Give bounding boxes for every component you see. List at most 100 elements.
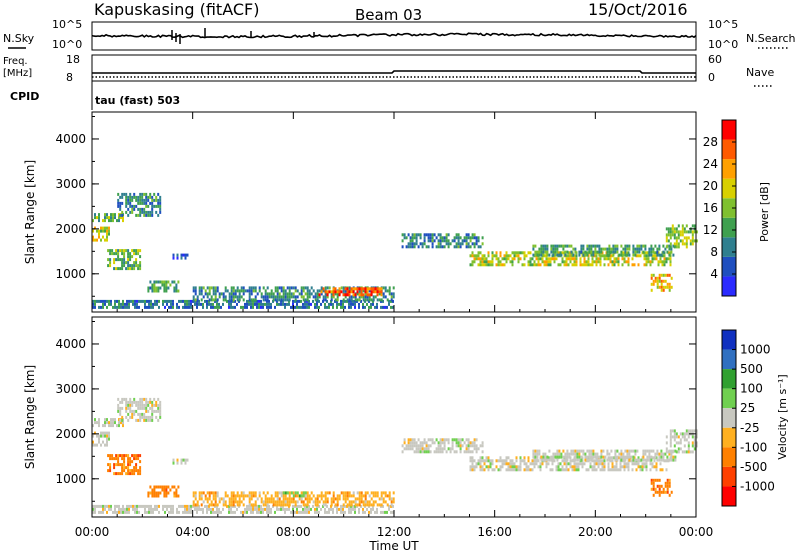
velocity-cell (210, 491, 213, 495)
power-cell (198, 286, 201, 290)
power-cell (214, 298, 217, 302)
power-cell (145, 210, 148, 214)
velocity-cell (98, 418, 100, 422)
power-cell (556, 247, 559, 251)
power-cell (274, 289, 277, 293)
velocity-cell (186, 510, 188, 514)
velocity-cell (471, 468, 474, 472)
velocity-cell (165, 485, 168, 489)
power-cell (155, 280, 158, 284)
velocity-cell (611, 456, 614, 460)
velocity-cell (100, 510, 102, 514)
velocity-cell (415, 447, 418, 451)
power-cell (409, 245, 412, 249)
power-cell (642, 244, 645, 248)
velocity-cell (242, 491, 245, 495)
velocity-cell (354, 507, 356, 511)
velocity-cell (376, 491, 379, 495)
power-cell (487, 254, 490, 258)
nave-tick-top: 60 (708, 53, 722, 66)
velocity-cell (558, 455, 561, 459)
power-cell (421, 242, 424, 246)
velocity-cell (115, 454, 118, 458)
velocity-cell (451, 447, 454, 451)
velocity-cell (658, 452, 661, 456)
power-cell (324, 290, 327, 294)
power-cell (208, 286, 211, 290)
power-cell (668, 273, 671, 277)
velocity-cell (633, 462, 636, 466)
velocity-cell (104, 421, 106, 425)
velocity-cell (176, 458, 179, 462)
power-cell (143, 198, 146, 202)
power-cell (358, 298, 361, 302)
velocity-cell (258, 494, 261, 498)
velocity-cell (417, 444, 420, 448)
power-cell (610, 250, 613, 254)
power-cell (336, 290, 339, 294)
velocity-cell (100, 443, 102, 447)
power-cell (681, 242, 684, 246)
power-cell (599, 257, 602, 261)
power-cell (166, 299, 168, 303)
power-cell (579, 257, 582, 261)
velocity-cell (131, 400, 134, 404)
power-cell (392, 286, 395, 290)
power-cell (230, 286, 233, 290)
power-cell (194, 302, 196, 306)
power-cell (324, 292, 327, 296)
power-cell (264, 292, 267, 296)
power-cell (658, 276, 661, 280)
velocity-cell (157, 485, 160, 489)
power-cell (435, 245, 438, 249)
velocity-cell (121, 418, 124, 422)
power-cell (294, 286, 297, 290)
velocity-cell (155, 494, 158, 498)
power-cell (370, 293, 373, 297)
power-cell (135, 252, 138, 256)
velocity-cell (409, 438, 412, 442)
power-cell (171, 280, 174, 284)
velocity-cell (238, 494, 241, 498)
velocity-cell (423, 441, 426, 445)
power-cell (535, 257, 538, 261)
power-cell (376, 302, 378, 306)
power-cell (582, 247, 585, 251)
power-cell (116, 299, 118, 303)
velocity-cell (527, 465, 530, 469)
power-cell (108, 219, 110, 223)
power-cell (545, 257, 548, 261)
velocity-cell (670, 490, 673, 494)
velocity-cell (501, 462, 504, 466)
velocity-cell (658, 493, 661, 497)
power-cell (614, 244, 617, 248)
power-cell (127, 264, 130, 268)
velocity-cell (576, 455, 579, 459)
power-cell (322, 289, 325, 293)
power-cell (192, 298, 195, 302)
power-cell (590, 250, 593, 254)
power-cell (658, 285, 661, 289)
velocity-cell (553, 459, 556, 463)
power-cell (252, 286, 255, 290)
power-cell (246, 302, 248, 306)
velocity-cell (519, 465, 522, 469)
velocity-cell (320, 494, 323, 498)
velocity-cell (683, 444, 686, 448)
velocity-cell (540, 458, 543, 462)
power-cell (431, 239, 434, 243)
velocity-cell (503, 459, 506, 463)
power-cell (376, 305, 378, 309)
velocity-cell (467, 438, 470, 442)
power-cell (648, 253, 651, 257)
velocity-cell (170, 510, 172, 514)
power-cell (475, 236, 478, 240)
power-cell (127, 249, 130, 253)
power-cell (611, 260, 614, 264)
power-cell (284, 289, 287, 293)
power-cell (96, 229, 98, 233)
power-cell (288, 292, 291, 296)
velocity-cell (596, 458, 599, 462)
velocity-cell (580, 458, 583, 462)
velocity-cell (168, 504, 170, 508)
